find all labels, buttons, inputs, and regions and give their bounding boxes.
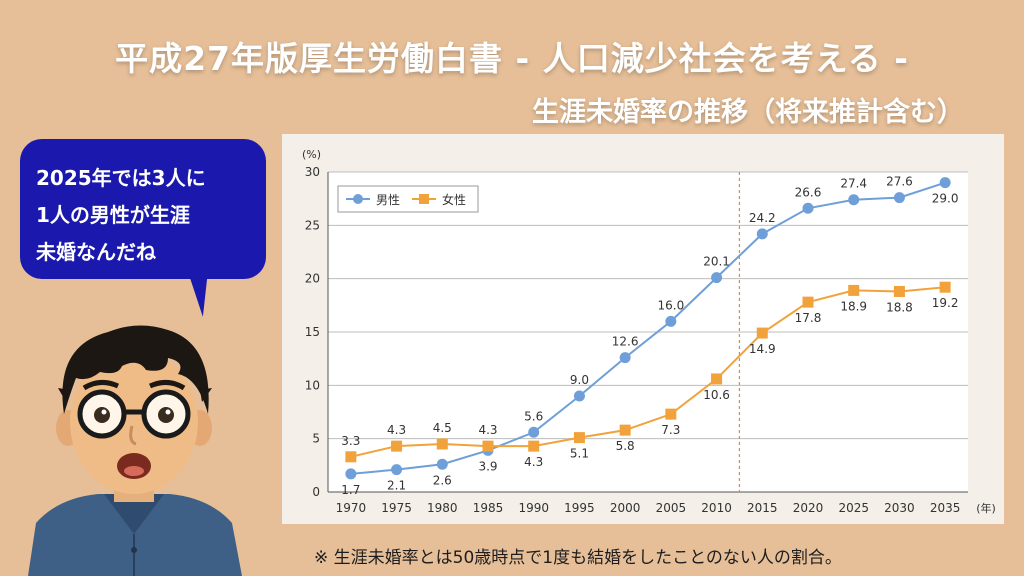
female-point — [802, 296, 814, 308]
x-tick-label: 2010 — [701, 501, 732, 515]
data-label: 4.5 — [433, 421, 452, 435]
data-label: 24.2 — [749, 211, 776, 225]
male-point — [939, 177, 951, 189]
speech-bubble — [20, 139, 266, 279]
female-point — [848, 284, 860, 296]
page-subtitle: 生涯未婚率の推移（将来推計含む） — [532, 97, 964, 128]
data-label: 18.9 — [840, 299, 867, 313]
y-tick-label: 10 — [305, 378, 320, 392]
female-point — [528, 440, 540, 452]
speech-bubble-text: 2025年では3人に 1人の男性が生涯 未婚なんだね — [36, 160, 256, 271]
data-label: 10.6 — [703, 388, 730, 402]
male-point — [345, 468, 357, 480]
male-point — [848, 194, 860, 206]
x-tick-label: 2030 — [884, 501, 915, 515]
x-tick-label: 1995 — [564, 501, 595, 515]
legend-female-label: 女性 — [442, 192, 466, 207]
data-label: 4.3 — [524, 455, 543, 469]
x-tick-label: 2020 — [793, 501, 824, 515]
data-label: 1.7 — [341, 483, 360, 497]
chart-panel: 0 5 10 15 20 25 30 (%) 1970 1975 1980 1985 1990 1995 2… — [282, 134, 1004, 524]
x-tick-label: 2015 — [747, 501, 778, 515]
female-point — [893, 285, 905, 297]
legend-male-marker — [353, 194, 363, 204]
x-tick-label: 1980 — [427, 501, 458, 515]
data-label: 4.3 — [478, 423, 497, 437]
data-label: 19.2 — [932, 296, 959, 310]
female-point — [756, 327, 768, 339]
data-label: 2.6 — [433, 473, 452, 487]
male-point — [436, 458, 448, 470]
data-label: 18.8 — [886, 300, 913, 314]
male-point — [391, 464, 403, 476]
data-label: 5.6 — [524, 409, 543, 423]
data-label: 26.6 — [795, 185, 822, 199]
x-tick-label: 1975 — [381, 501, 412, 515]
male-point — [893, 192, 905, 204]
data-label: 16.0 — [657, 298, 684, 312]
data-label: 27.4 — [840, 177, 867, 191]
data-label: 9.0 — [570, 373, 589, 387]
x-tick-label: 1990 — [518, 501, 549, 515]
data-label: 5.8 — [616, 439, 635, 453]
y-tick-label: 30 — [305, 165, 320, 179]
x-tick-label: 1985 — [473, 501, 504, 515]
legend-male-label: 男性 — [376, 193, 400, 207]
data-label: 7.3 — [661, 423, 680, 437]
male-point — [756, 228, 768, 240]
y-tick-label: 25 — [305, 218, 320, 232]
data-label: 3.9 — [478, 459, 497, 473]
male-point — [573, 390, 585, 402]
legend-female-marker — [419, 194, 429, 204]
surprised-man-illustration — [28, 325, 242, 576]
female-point — [391, 440, 403, 452]
female-point — [436, 438, 448, 450]
series-line-male — [350, 181, 946, 475]
female-point — [711, 373, 723, 385]
series-line-female — [350, 286, 946, 458]
male-point — [802, 202, 814, 214]
x-tick-label: 2025 — [838, 501, 869, 515]
data-label: 17.8 — [795, 311, 822, 325]
data-label: 14.9 — [749, 342, 776, 356]
y-unit-label: (%) — [302, 148, 321, 161]
data-label: 12.6 — [612, 335, 639, 349]
x-tick-label: 2000 — [610, 501, 641, 515]
female-point — [619, 424, 631, 436]
x-unit-label: (年) — [976, 501, 996, 515]
speech-line-1: 2025年では3人に — [36, 166, 206, 190]
data-label: 27.6 — [886, 175, 913, 189]
x-tick-label: 2035 — [930, 501, 961, 515]
x-tick-label: 1970 — [336, 501, 367, 515]
male-point — [711, 272, 723, 284]
male-point — [665, 315, 677, 327]
y-tick-label: 5 — [312, 432, 320, 446]
speech-line-2: 1人の男性が生涯 — [36, 203, 190, 227]
x-tick-label: 2005 — [656, 501, 687, 515]
female-point — [665, 408, 677, 420]
male-point — [528, 426, 540, 438]
female-point — [939, 281, 951, 293]
female-point — [345, 451, 357, 463]
data-label: 2.1 — [387, 479, 406, 493]
data-label: 4.3 — [387, 423, 406, 437]
y-tick-label: 20 — [305, 272, 320, 286]
page-title: 平成27年版厚生労働白書 - 人口減少社会を考える - — [115, 39, 909, 78]
footnote: ※ 生涯未婚率とは50歳時点で1度も結婚をしたことのない人の割合。 — [314, 548, 842, 568]
y-tick-label: 0 — [312, 485, 320, 499]
male-point — [619, 352, 631, 364]
data-label: 3.3 — [341, 434, 360, 448]
data-label: 20.1 — [703, 255, 730, 269]
female-point — [573, 432, 585, 444]
data-label: 29.0 — [932, 192, 959, 206]
data-label: 5.1 — [570, 447, 589, 461]
female-point — [482, 440, 494, 452]
y-tick-label: 15 — [305, 325, 320, 339]
speech-line-3: 未婚なんだね — [36, 240, 156, 264]
